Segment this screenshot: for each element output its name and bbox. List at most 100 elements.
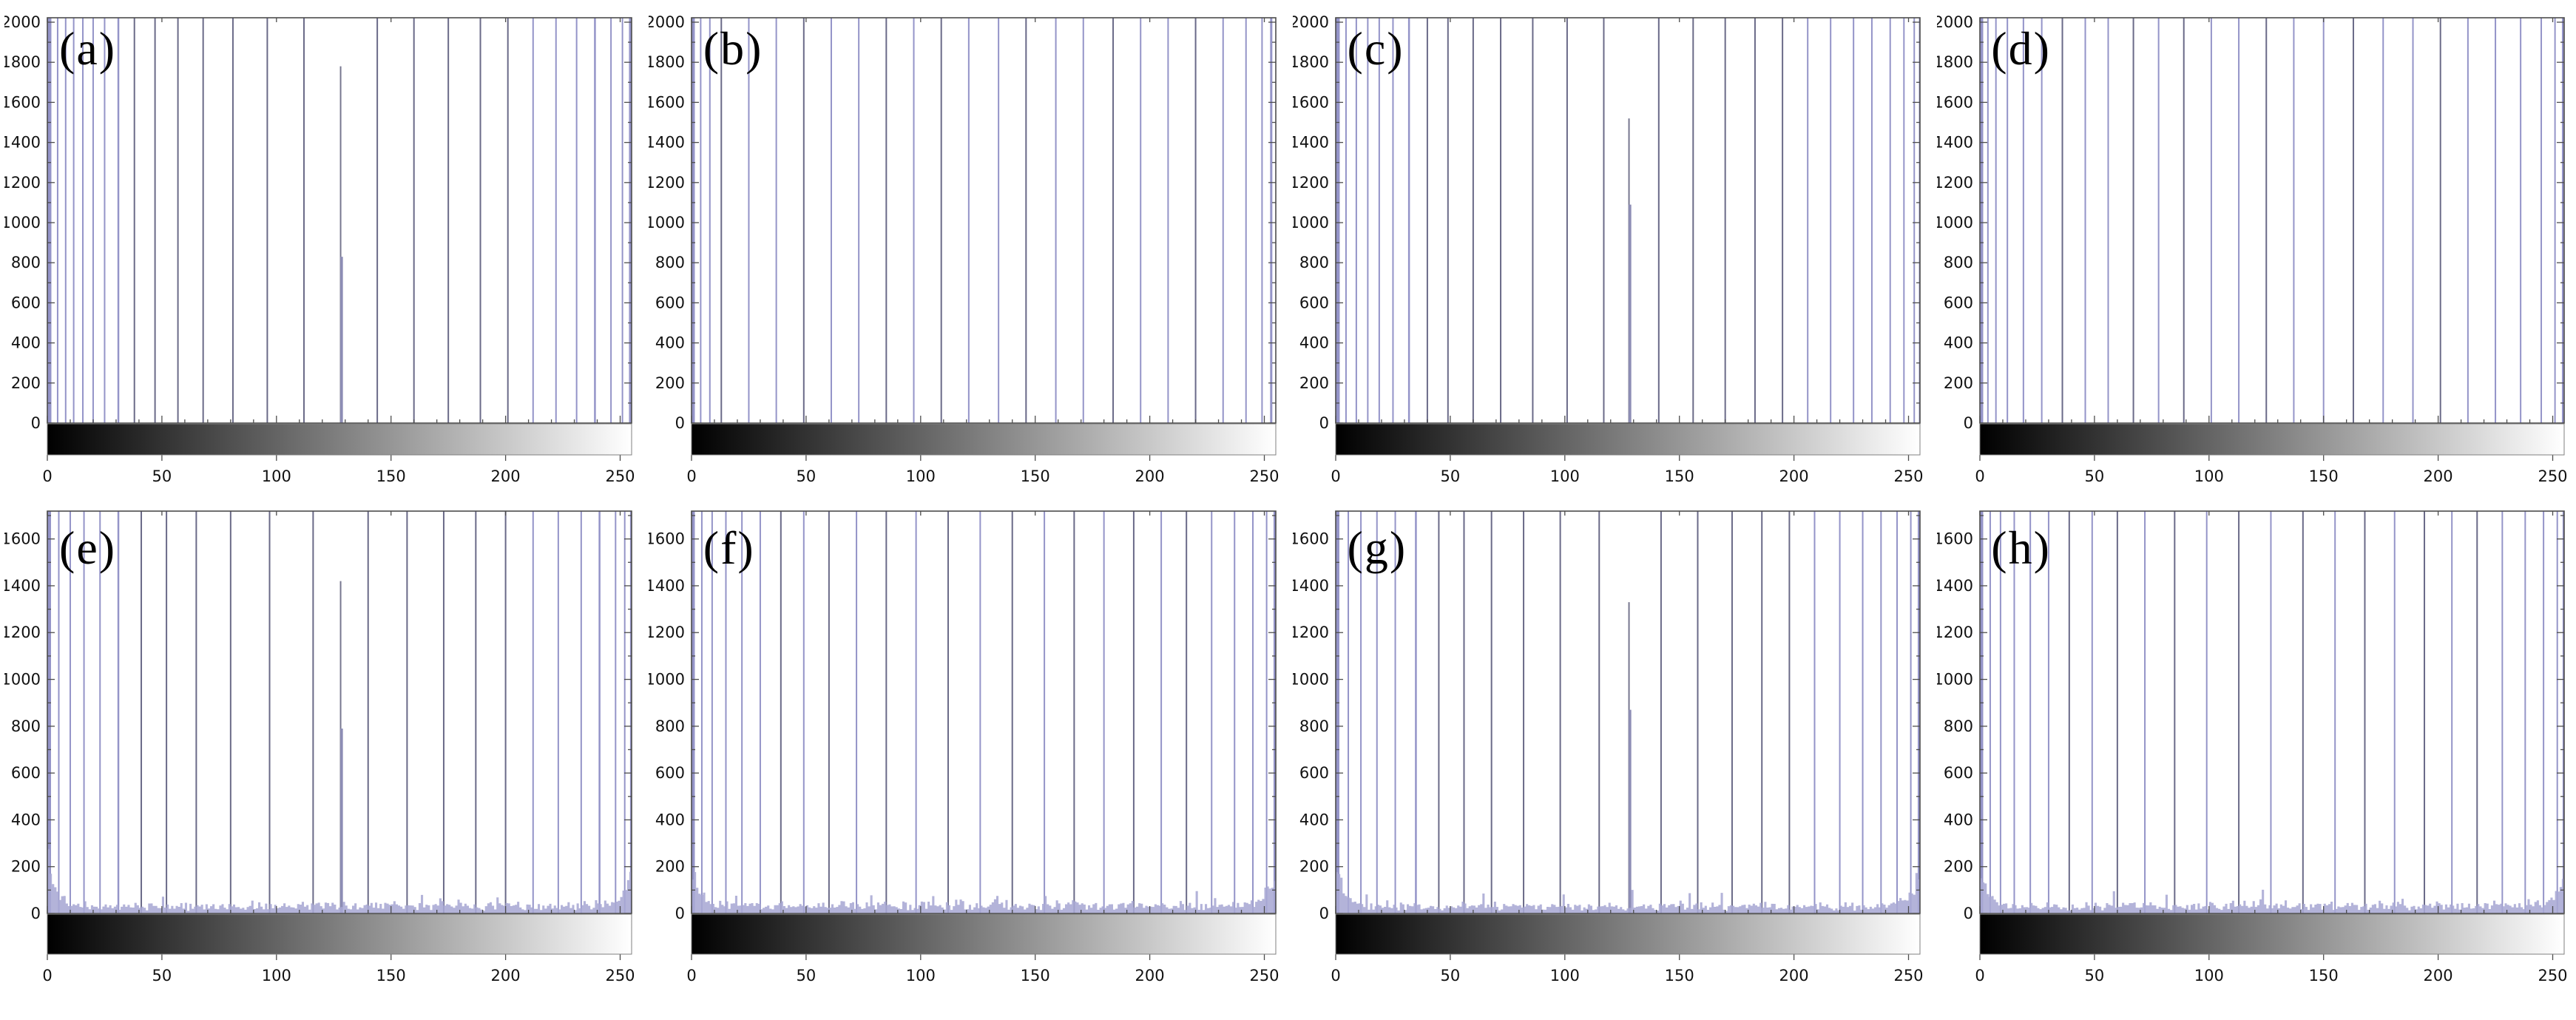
y-tick-label: 600 (1944, 294, 1973, 311)
x-tick-label: 50 (2084, 967, 2104, 984)
histogram-chart-e: 0 200 400 600 800 1000 1200 1400 1600 0 50 100 150 20… (4, 510, 635, 984)
x-tick-label: 250 (1893, 467, 1923, 484)
axis-box (47, 510, 633, 914)
x-tick-label: 50 (797, 467, 817, 484)
plot-area (692, 18, 1277, 423)
y-tick-label: 1600 (4, 530, 41, 548)
y-tick-label: 1600 (1937, 93, 1973, 111)
y-tick-label: 1000 (4, 671, 41, 689)
y-tick-label: 1400 (1937, 134, 1973, 152)
y-tick-label: 400 (1944, 811, 1973, 828)
y-tick-label: 0 (1963, 905, 1972, 922)
x-tick-label: 250 (2538, 967, 2567, 984)
histogram-spikes (47, 18, 632, 423)
y-tick-label: 400 (11, 334, 41, 352)
grayscale-colorbar (1335, 913, 1921, 955)
x-tick-label: 200 (1779, 967, 1808, 984)
tick-labels: 0 200 400 600 800 1000 1200 1400 1600 0 50 100 150 20… (649, 530, 1279, 984)
x-tick-label: 200 (1135, 967, 1165, 984)
axis-ticks (1978, 511, 2564, 960)
axis-ticks (47, 18, 632, 461)
y-tick-label: 1600 (1937, 530, 1973, 548)
y-tick-label: 400 (655, 811, 685, 828)
axis-ticks (1335, 18, 1920, 461)
histogram-spikes (1335, 18, 1920, 423)
x-tick-label: 50 (152, 967, 172, 984)
y-tick-label: 1400 (649, 134, 685, 152)
histogram-chart-d: 0 200 400 600 800 1000 1200 1400 1600 1800 2000 0 50… (1937, 13, 2568, 484)
y-tick-label: 1200 (1937, 174, 1973, 192)
x-tick-label: 250 (606, 967, 635, 984)
x-tick-label: 50 (2084, 467, 2104, 484)
y-tick-label: 800 (655, 254, 685, 271)
histogram-chart-a: 0 200 400 600 800 1000 1200 1400 1600 1800 2000 0 50… (4, 13, 635, 484)
y-tick-label: 1200 (4, 174, 41, 192)
grayscale-colorbar (1335, 423, 1921, 456)
x-tick-label: 150 (1021, 467, 1050, 484)
axis-ticks (691, 18, 1277, 461)
y-tick-label: 800 (1944, 254, 1973, 271)
tick-labels: 0 200 400 600 800 1000 1200 1400 1600 0 50 100 150 20… (1293, 530, 1924, 984)
x-tick-label: 0 (1331, 967, 1340, 984)
x-tick-label: 100 (262, 467, 291, 484)
y-tick-label: 200 (11, 858, 41, 876)
y-tick-label: 0 (675, 414, 685, 432)
axis-box (691, 17, 1277, 424)
y-tick-label: 1200 (1293, 174, 1329, 192)
y-tick-label: 1000 (649, 671, 685, 689)
y-tick-label: 400 (1944, 334, 1973, 352)
plot-area (692, 511, 1277, 913)
y-tick-label: 600 (11, 294, 41, 311)
x-tick-label: 200 (2423, 467, 2452, 484)
histogram-spikes (47, 511, 632, 913)
y-tick-label: 600 (655, 764, 685, 782)
axis-box (1335, 510, 1921, 914)
y-tick-label: 1200 (649, 174, 685, 192)
y-tick-label: 0 (31, 414, 41, 432)
y-tick-label: 400 (1299, 334, 1329, 352)
y-tick-label: 1000 (1937, 214, 1973, 232)
y-tick-label: 400 (655, 334, 685, 352)
y-tick-label: 200 (655, 374, 685, 392)
plot-area (47, 18, 632, 423)
y-tick-label: 600 (1944, 764, 1973, 782)
y-tick-label: 200 (11, 374, 41, 392)
axis-box (691, 510, 1277, 914)
y-tick-label: 1000 (649, 214, 685, 232)
grayscale-colorbar (1979, 913, 2565, 955)
x-tick-label: 150 (376, 967, 406, 984)
y-tick-label: 1000 (1293, 214, 1329, 232)
x-tick-label: 0 (43, 967, 53, 984)
x-tick-label: 50 (152, 467, 172, 484)
histogram-chart-f: 0 200 400 600 800 1000 1200 1400 1600 0 50 100 150 20… (649, 510, 1279, 984)
x-tick-label: 250 (2538, 467, 2567, 484)
axis-box (47, 17, 633, 424)
subplot-c: 0 200 400 600 800 1000 1200 1400 1600 1800 2000 0 50… (1288, 0, 1933, 484)
y-tick-label: 1200 (1293, 624, 1329, 641)
tick-labels: 0 200 400 600 800 1000 1200 1400 1600 1800 2000 0 50… (4, 13, 635, 484)
x-tick-label: 200 (1779, 467, 1808, 484)
x-tick-label: 50 (1440, 967, 1460, 984)
y-tick-label: 800 (11, 717, 41, 735)
noise-floor (692, 861, 1277, 913)
noise-floor (1335, 867, 1920, 913)
subplot-f: 0 200 400 600 800 1000 1200 1400 1600 0 50 100 150 20… (644, 484, 1288, 1020)
x-tick-label: 100 (1550, 967, 1580, 984)
y-tick-label: 1600 (649, 530, 685, 548)
grayscale-colorbar (47, 913, 632, 955)
plot-area (1335, 511, 1920, 913)
x-tick-label: 250 (606, 467, 635, 484)
x-tick-label: 250 (1893, 967, 1923, 984)
x-tick-label: 200 (1135, 467, 1165, 484)
y-tick-label: 0 (675, 905, 685, 922)
y-tick-label: 1400 (4, 577, 41, 595)
subplot-a: 0 200 400 600 800 1000 1200 1400 1600 1800 2000 0 50… (0, 0, 644, 484)
x-tick-label: 50 (797, 967, 817, 984)
x-tick-label: 250 (1250, 467, 1279, 484)
noise-floor (1979, 878, 2564, 913)
y-tick-label: 1800 (649, 53, 685, 71)
y-tick-label: 1600 (4, 93, 41, 111)
y-tick-label: 800 (655, 717, 685, 735)
y-tick-label: 2000 (1293, 13, 1329, 31)
